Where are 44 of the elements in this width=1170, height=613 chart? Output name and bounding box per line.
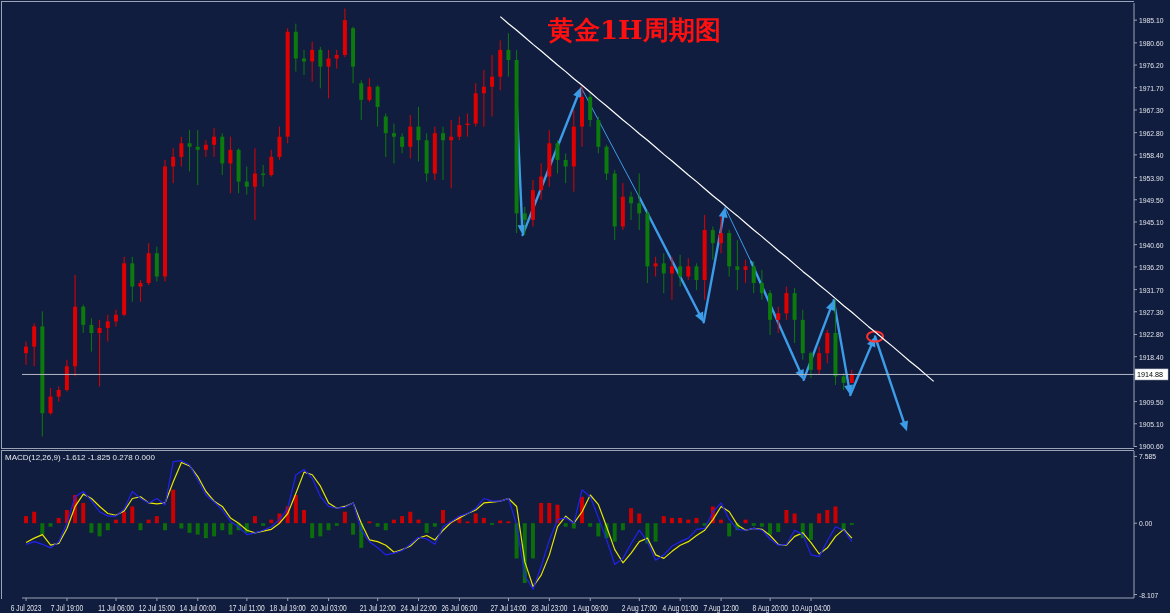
chart-title: MACD(12,26,9) -1.612 -1.825 0.278 0.000 (5, 453, 155, 463)
x-tick-label: 27 Jul 14:00 (490, 603, 527, 613)
x-tick-label: 18 Jul 19:00 (269, 603, 306, 613)
y-tick-label: 1962.80 (1139, 128, 1164, 138)
x-tick-label: 12 Jul 15:00 (138, 603, 175, 613)
y-tick-label: 1909.50 (1139, 397, 1164, 407)
x-tick-label: 10 Aug 04:00 (791, 603, 831, 613)
x-tick-label: 8 Aug 20:00 (752, 603, 788, 613)
text: 黄金1H周期图 (548, 14, 721, 46)
y-tick-label: 1936.20 (1139, 262, 1164, 273)
y-tick-label: 1905.10 (1139, 419, 1164, 429)
y-tick-label: 0.00 (1139, 518, 1153, 529)
x-tick-label: 1 Aug 09:00 (572, 603, 608, 613)
y-tick-label: 1927.30 (1139, 307, 1164, 317)
x-tick-label: 17 Jul 11:00 (229, 603, 265, 613)
x-tick-label: 21 Jul 12:00 (359, 603, 396, 613)
x-tick-label: 7 Aug 12:00 (703, 603, 739, 613)
y-tick-label: 1980.60 (1139, 38, 1164, 49)
y-tick-label: 1971.70 (1139, 83, 1164, 93)
x-tick-label: 7 Jul 19:00 (50, 603, 84, 613)
y-tick-label: 1931.70 (1139, 285, 1164, 295)
y-tick-label: 1922.80 (1139, 329, 1164, 340)
x-tick-label: 2 Aug 17:00 (621, 603, 657, 613)
x-tick-label: 6 Jul 2023 (10, 603, 42, 613)
y-tick-label: 1976.20 (1139, 60, 1164, 71)
x-tick-label: 28 Jul 23:00 (531, 603, 568, 613)
y-tick-label: 1958.40 (1139, 150, 1164, 161)
x-tick-label: 24 Jul 22:00 (400, 603, 437, 613)
y-tick-label: -8.107 (1139, 590, 1159, 600)
y-tick-label: 1918.40 (1139, 352, 1164, 362)
y-tick-label: 1940.60 (1139, 240, 1164, 250)
y-tick-label: 1945.10 (1139, 217, 1164, 228)
y-tick-label: 1967.30 (1139, 105, 1164, 116)
ref-line-label: 1914.88 (1137, 370, 1164, 380)
x-tick-label: 26 Jul 06:00 (441, 603, 478, 613)
y-tick-label: 1953.90 (1139, 173, 1164, 183)
y-tick-label: 1900.60 (1139, 441, 1164, 452)
x-tick-label: 4 Aug 01:00 (662, 603, 698, 613)
y-tick-label: 7.585 (1139, 451, 1156, 462)
x-tick-label: 14 Jul 00:00 (179, 603, 216, 613)
y-tick-label: 1949.50 (1139, 195, 1164, 205)
x-tick-label: 20 Jul 03:00 (310, 603, 347, 613)
y-tick-label: 1985.10 (1139, 15, 1164, 26)
x-tick-label: 11 Jul 06:00 (98, 603, 134, 613)
